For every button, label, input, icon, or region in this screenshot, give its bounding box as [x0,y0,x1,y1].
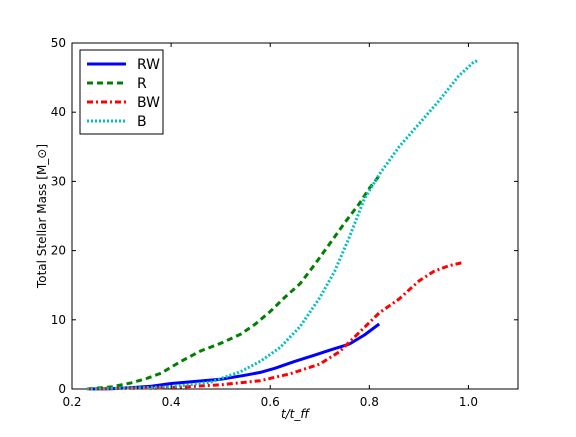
y-tick-label: 30 [51,174,66,188]
ticks-layer: 0.2 0.4 0.6 0.8 1.0 0 10 20 30 40 50 [51,36,518,409]
y-tick-label: 20 [51,244,66,258]
series-line-bw [86,260,464,391]
x-tick-label: 1.0 [459,395,478,409]
axes-frame [71,42,519,390]
series-line-r [86,174,381,391]
y-tick-label: 40 [51,105,66,119]
y-tick-label: 0 [58,382,66,396]
x-tick-label: 0.6 [261,395,280,409]
legend-label-b: B [137,114,147,130]
y-tick-label: 10 [51,313,66,327]
labels-layer: t/t_ff Total Stellar Mass [M_⊙] [35,144,310,421]
y-axis-label: Total Stellar Mass [M_⊙] [35,144,49,289]
legend-label-bw: BW [137,95,160,111]
x-tick-label: 0.8 [360,395,379,409]
series-line-rw [86,322,381,391]
legend-label-rw: RW [137,57,160,73]
series-layer [86,58,479,391]
legend-label-r: R [137,76,147,92]
plot-area-border [71,42,519,390]
x-tick-label: 0.4 [162,395,181,409]
x-axis-label: t/t_ff [281,407,310,421]
x-tick-label: 0.2 [62,395,81,409]
legend: RW R BW B [79,49,164,135]
y-tick-label: 50 [51,36,66,50]
